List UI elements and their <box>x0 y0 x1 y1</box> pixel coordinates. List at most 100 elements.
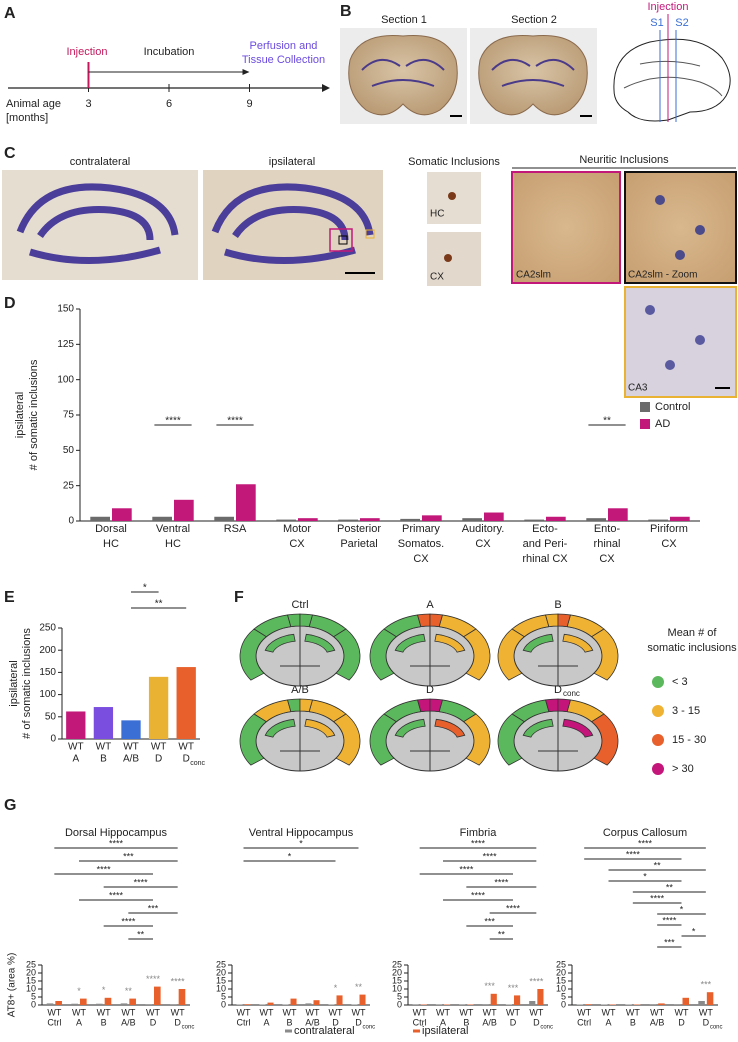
x-tick-label: D <box>678 1017 685 1027</box>
bar <box>514 995 520 1005</box>
significance-label: ** <box>137 929 145 939</box>
significance-label: **** <box>97 864 112 874</box>
x-tick-label: WT <box>283 1007 297 1017</box>
bar <box>608 508 628 521</box>
bar <box>337 995 343 1005</box>
x-tick-label: WT <box>151 742 167 753</box>
bar <box>236 484 256 521</box>
bar <box>529 1001 535 1005</box>
significance-label: * <box>680 904 684 914</box>
pair-significance: ** <box>355 982 363 992</box>
section-tissue <box>349 36 458 115</box>
x-tick-label: Somatos. <box>398 538 444 550</box>
x-tick-label: HC <box>165 538 181 550</box>
bar <box>121 1003 128 1005</box>
significance-label: * <box>299 838 303 848</box>
bar <box>483 1004 489 1005</box>
x-tick-label: WT <box>237 1007 251 1017</box>
label: CX <box>430 272 444 283</box>
bar <box>585 1004 592 1005</box>
significance-label: *** <box>123 851 134 861</box>
label: CA2slm - Zoom <box>628 270 697 281</box>
panel-label: C <box>4 145 16 162</box>
x-tick-label: WT <box>436 1007 450 1017</box>
x-tick-label: WT <box>352 1007 366 1017</box>
histology-image <box>512 172 620 283</box>
y-tick-label: 150 <box>39 667 56 678</box>
x-tick-label: HC <box>103 538 119 550</box>
x-tick-label: WT <box>506 1007 520 1017</box>
panel-label: B <box>340 3 352 20</box>
bar <box>698 1001 705 1005</box>
x-tick-label: WT <box>626 1007 640 1017</box>
x-tick-subscript: conc <box>710 1025 723 1031</box>
pair-significance: ** <box>125 986 133 996</box>
bar <box>276 520 296 521</box>
significance-label: *** <box>664 937 675 947</box>
x-tick-label: A/B <box>650 1017 665 1027</box>
x-tick-label: rhinal <box>594 538 621 550</box>
y-tick-label: 0 <box>50 734 56 745</box>
x-tick-label: WT <box>260 1007 274 1017</box>
significance-label: **** <box>134 877 149 887</box>
legend-swatch <box>285 1030 292 1033</box>
x-tick-label: WT <box>577 1007 591 1017</box>
x-tick-label: A <box>605 1017 611 1027</box>
y-tick-label: 100 <box>57 374 74 385</box>
bar <box>179 989 186 1005</box>
bar <box>94 707 113 739</box>
y-tick-label: 50 <box>63 445 75 456</box>
x-tick-label: WT <box>68 742 84 753</box>
histology-image <box>625 287 736 397</box>
label: S1 <box>650 17 663 29</box>
bar <box>298 518 318 521</box>
significance-label: *** <box>484 916 495 926</box>
arrowhead <box>322 84 330 92</box>
x-tick-label: WT <box>47 1007 61 1017</box>
x-tick-label: WT <box>483 1007 497 1017</box>
x-tick-label: D <box>703 1017 710 1027</box>
bar <box>491 994 497 1005</box>
panel-label: F <box>234 589 244 606</box>
y-tick-label: 25 <box>216 959 226 969</box>
x-tick-label: B <box>100 754 107 765</box>
legend-label: contralateral <box>294 1025 355 1037</box>
x-tick-label: A <box>263 1017 269 1027</box>
x-tick-label: A <box>440 1017 446 1027</box>
x-tick-label: WT <box>459 1007 473 1017</box>
chart-title: Corpus Callosum <box>603 827 687 839</box>
x-tick-label: WT <box>699 1007 713 1017</box>
y-tick-label: 0 <box>68 516 74 527</box>
significance-label: **** <box>459 864 474 874</box>
significance-label: **** <box>650 893 665 903</box>
x-tick-label: RSA <box>224 523 247 535</box>
bar <box>177 667 196 739</box>
x-tick-label: WT <box>413 1007 427 1017</box>
x-tick-label: Auditory. <box>462 523 505 535</box>
x-tick-label: D <box>183 754 190 765</box>
map-title: A/B <box>291 684 309 696</box>
y-axis-label: ipsilateral <box>14 392 26 438</box>
legend-dot <box>652 705 664 717</box>
x-tick-label: Parietal <box>340 538 377 550</box>
x-tick-label: Ctrl <box>413 1017 427 1027</box>
label: Animal age <box>6 98 61 110</box>
label: Somatic Inclusions <box>408 156 500 168</box>
bar <box>546 517 566 521</box>
bar <box>537 989 543 1005</box>
bar <box>80 999 87 1005</box>
bar <box>658 1003 665 1005</box>
legend-swatch <box>413 1030 420 1033</box>
tick-label: 9 <box>246 98 252 110</box>
map-title: D <box>554 684 562 696</box>
y-axis-label: # of somatic inclusions <box>21 628 33 739</box>
significance-label: ** <box>498 929 506 939</box>
panel-label: A <box>4 5 16 22</box>
x-tick-label: A/B <box>305 1017 320 1027</box>
significance-label: * <box>143 583 147 594</box>
map-title-subscript: conc <box>563 689 580 698</box>
y-tick-label: 25 <box>556 959 566 969</box>
arrowhead <box>243 69 250 75</box>
x-tick-label: B <box>630 1017 636 1027</box>
